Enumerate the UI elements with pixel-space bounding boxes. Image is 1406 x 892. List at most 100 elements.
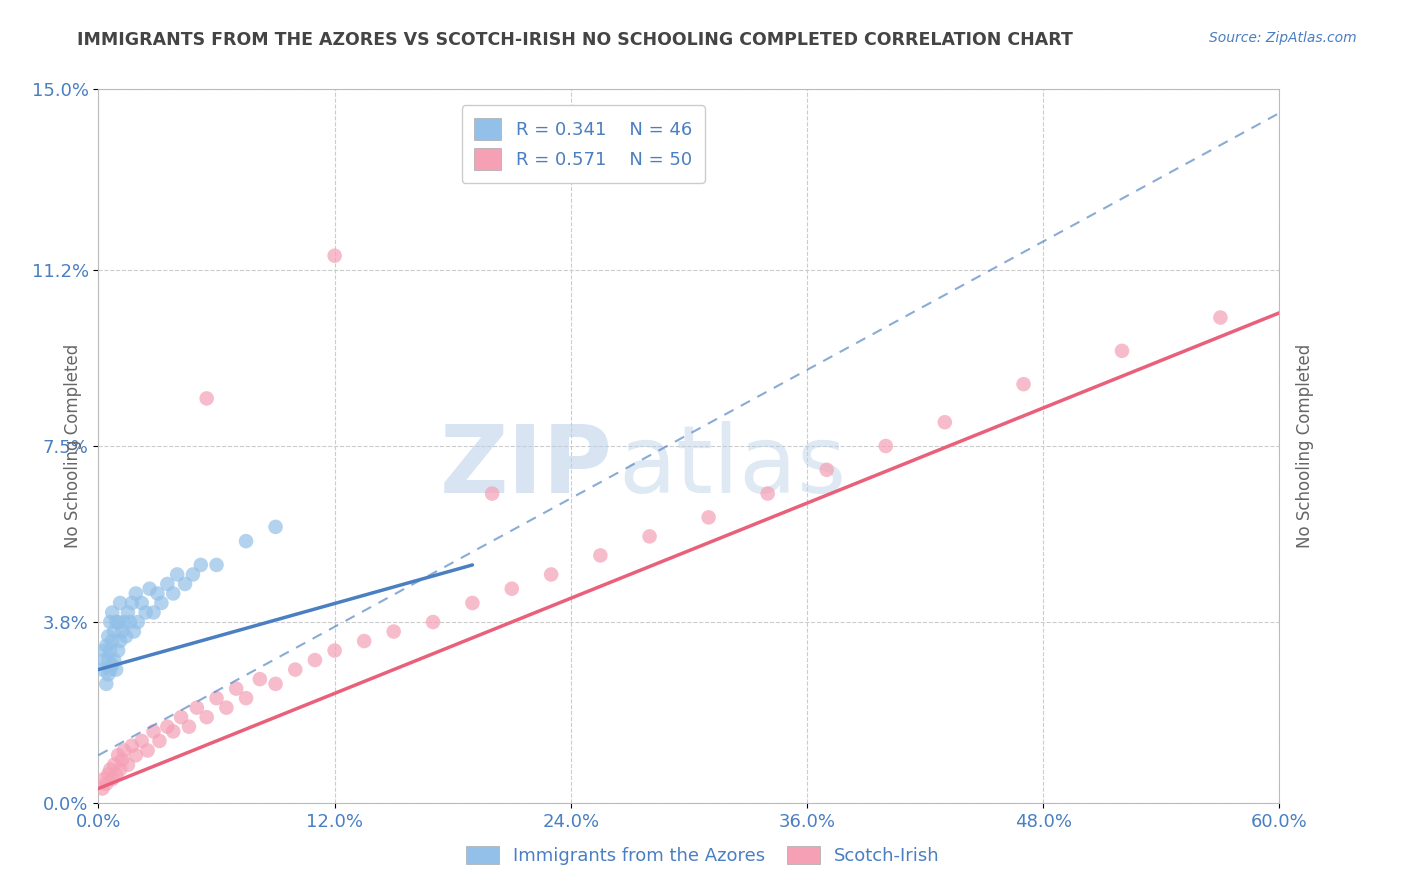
Point [205,558,228,572]
Point [461,596,484,610]
Point [125,748,148,763]
Point [697,510,720,524]
Point [105,767,128,781]
Point [93,653,115,667]
Point [481,486,503,500]
Point [1209,310,1232,325]
Point [108,596,131,610]
Point [382,624,405,639]
Point [93,772,115,786]
Point [96,677,118,691]
Point [125,586,148,600]
Point [156,720,179,734]
Point [170,710,193,724]
Point [101,606,124,620]
Point [156,577,179,591]
Point [190,558,212,572]
Point [131,596,153,610]
Point [117,757,139,772]
Point [107,643,129,657]
Point [103,757,125,772]
Point [146,586,169,600]
Point [284,663,307,677]
Point [162,586,184,600]
Point [235,691,257,706]
Point [174,577,197,591]
Point [105,615,128,629]
Point [875,439,897,453]
Point [136,743,159,757]
Text: IMMIGRANTS FROM THE AZORES VS SCOTCH-IRISH NO SCHOOLING COMPLETED CORRELATION CH: IMMIGRANTS FROM THE AZORES VS SCOTCH-IRI… [77,31,1073,49]
Point [1111,343,1133,358]
Point [105,663,128,677]
Point [638,529,661,543]
Point [103,653,125,667]
Point [91,663,114,677]
Point [112,743,135,757]
Point [101,657,124,672]
Legend: Immigrants from the Azores, Scotch-Irish: Immigrants from the Azores, Scotch-Irish [457,837,949,874]
Point [108,634,131,648]
Point [117,606,139,620]
Point [96,777,118,791]
Text: atlas: atlas [619,421,846,514]
Point [121,739,143,753]
Y-axis label: No Schooling Completed: No Schooling Completed [1296,344,1315,548]
Point [264,677,287,691]
Point [150,596,173,610]
Legend: R = 0.341    N = 46, R = 0.571    N = 50: R = 0.341 N = 46, R = 0.571 N = 50 [461,105,704,183]
Point [138,582,160,596]
Point [264,520,287,534]
Point [323,249,346,263]
Point [97,667,120,681]
Point [148,734,170,748]
Point [195,710,218,724]
Point [225,681,247,696]
Point [235,534,257,549]
Point [166,567,188,582]
Point [107,615,129,629]
Point [1012,377,1035,392]
Point [98,643,121,657]
Point [131,734,153,748]
Point [186,700,208,714]
Point [540,567,562,582]
Point [249,672,271,686]
Point [97,653,120,667]
Point [91,781,114,796]
Point [127,615,149,629]
Point [323,643,346,657]
Point [142,606,165,620]
Point [501,582,523,596]
Point [101,634,124,648]
Point [107,748,129,763]
Y-axis label: No Schooling Completed: No Schooling Completed [63,344,82,548]
Text: ZIP: ZIP [439,421,612,514]
Point [98,663,121,677]
Point [215,700,238,714]
Point [121,596,143,610]
Point [353,634,375,648]
Point [112,615,135,629]
Point [98,615,121,629]
Point [589,549,612,563]
Point [422,615,444,629]
Point [195,392,218,406]
Point [101,772,124,786]
Point [108,763,131,777]
Point [181,567,204,582]
Point [162,724,184,739]
Point [115,629,138,643]
Point [93,643,115,657]
Point [815,463,838,477]
Point [122,624,145,639]
Point [304,653,326,667]
Text: Source: ZipAtlas.com: Source: ZipAtlas.com [1209,31,1357,45]
Point [96,639,118,653]
Point [205,691,228,706]
Point [97,767,120,781]
Point [103,624,125,639]
Point [111,624,134,639]
Point [98,763,121,777]
Point [142,724,165,739]
